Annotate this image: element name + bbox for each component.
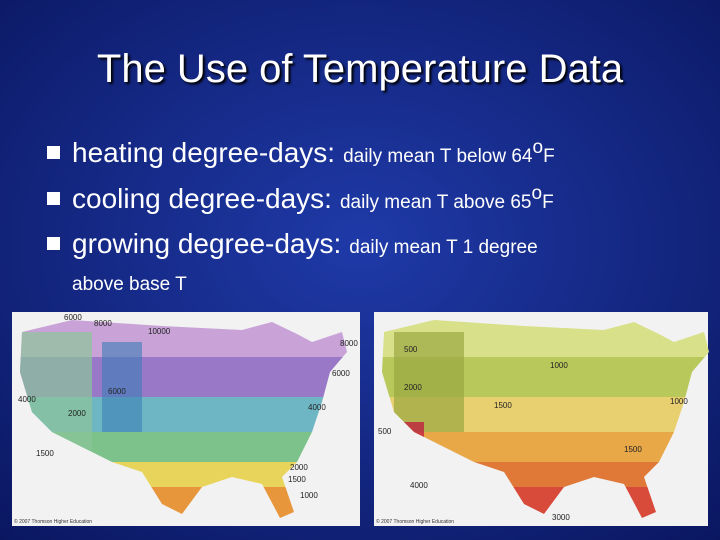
map-credit: © 2007 Thomson Higher Education [376,518,454,525]
bullet-marker [47,192,60,205]
map-label: 500 [378,427,392,436]
map-label: 2000 [404,383,422,392]
map-label: 1000 [300,491,318,500]
map-label: 1000 [550,361,568,370]
bullet-continuation: above base T [72,274,187,295]
heating-map: 6000 8000 10000 8000 6000 4000 6000 2000 4000 150… [12,312,360,526]
map-label: 1500 [288,475,306,484]
bullet: cooling degree-days: daily mean T above 6… [72,183,554,214]
bullet-marker [47,237,60,250]
map-label: 8000 [340,339,358,348]
map-label: 6000 [108,387,126,396]
map-label: 6000 [332,369,350,378]
map-label: 1500 [36,449,54,458]
map-label: 8000 [94,319,112,328]
bullet-marker [47,146,60,159]
slide-title: The Use of Temperature Data [97,47,624,91]
map-label: 6000 [64,313,82,322]
map-label: 4000 [308,403,326,412]
map-label: 2000 [68,409,86,418]
map-label: 1000 [670,397,688,406]
map-credit: © 2007 Thomson Higher Education [14,518,92,525]
map-label: 4000 [18,395,36,404]
map-label: 500 [404,345,418,354]
map-label: 1500 [494,401,512,410]
bullet: growing degree-days: daily mean T 1 degre… [72,228,538,259]
map-label: 1500 [624,445,642,454]
map-label: 10000 [148,327,171,336]
map-label: 4000 [410,481,428,490]
cooling-map: 500 1000 2000 1500 1000 500 4000 3000 1500 © 2007… [374,312,709,526]
map-label: 3000 [552,513,570,522]
bullet: heating degree-days: daily mean T below 6… [72,137,555,168]
map-label: 2000 [290,463,308,472]
bullet-list: heating degree-days: daily mean T below 6… [47,137,555,295]
